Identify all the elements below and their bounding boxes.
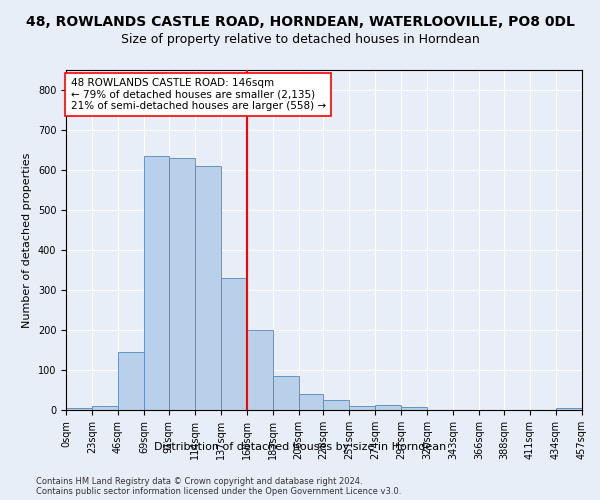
Text: 48 ROWLANDS CASTLE ROAD: 146sqm
← 79% of detached houses are smaller (2,135)
21%: 48 ROWLANDS CASTLE ROAD: 146sqm ← 79% of…	[71, 78, 326, 111]
Bar	[299, 394, 323, 410]
Bar	[118, 352, 144, 410]
Bar	[221, 278, 247, 410]
Text: 48, ROWLANDS CASTLE ROAD, HORNDEAN, WATERLOOVILLE, PO8 0DL: 48, ROWLANDS CASTLE ROAD, HORNDEAN, WATE…	[26, 15, 574, 29]
Bar	[376, 405, 401, 410]
Text: Distribution of detached houses by size in Horndean: Distribution of detached houses by size …	[154, 442, 446, 452]
Text: Contains public sector information licensed under the Open Government Licence v3: Contains public sector information licen…	[36, 488, 401, 496]
Bar	[401, 407, 427, 410]
Bar	[323, 400, 349, 410]
Y-axis label: Number of detached properties: Number of detached properties	[22, 152, 32, 328]
Bar	[195, 166, 221, 410]
Bar	[169, 158, 195, 410]
Bar	[66, 408, 92, 410]
Bar	[92, 406, 118, 410]
Text: Size of property relative to detached houses in Horndean: Size of property relative to detached ho…	[121, 32, 479, 46]
Bar	[556, 408, 582, 410]
Bar	[144, 156, 169, 410]
Bar	[349, 406, 376, 410]
Bar	[272, 376, 299, 410]
Bar	[247, 330, 272, 410]
Text: Contains HM Land Registry data © Crown copyright and database right 2024.: Contains HM Land Registry data © Crown c…	[36, 478, 362, 486]
